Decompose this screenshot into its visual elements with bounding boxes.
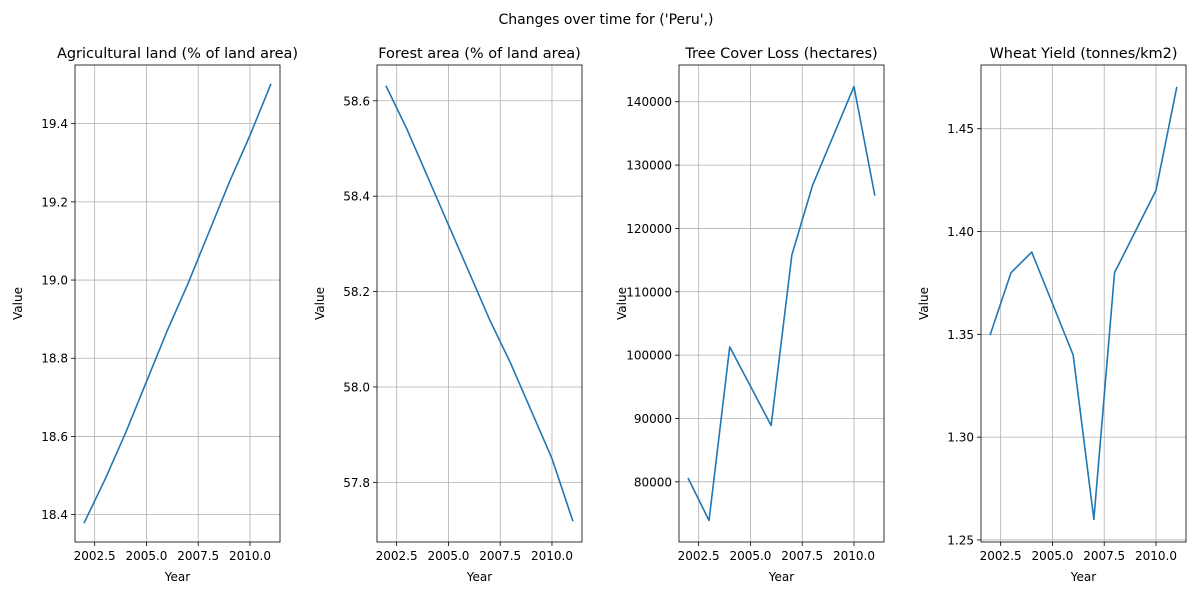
x-axis-label: Year (164, 570, 190, 584)
x-tick-label: 2007.5 (781, 549, 823, 563)
y-tick-label: 19.0 (41, 274, 68, 288)
y-tick-label: 1.40 (947, 225, 974, 239)
y-axis-label: Value (11, 287, 25, 320)
y-tick-label: 1.45 (947, 122, 974, 136)
y-tick-label: 140000 (626, 95, 672, 109)
x-tick-label: 2010.0 (1135, 549, 1177, 563)
x-tick-label: 2002.5 (74, 549, 116, 563)
y-tick-label: 100000 (626, 349, 672, 363)
subplot-title: Tree Cover Loss (hectares) (684, 46, 877, 62)
y-tick-label: 130000 (626, 159, 672, 173)
y-tick-label: 58.4 (343, 190, 370, 204)
y-tick-label: 80000 (634, 475, 672, 489)
y-tick-label: 90000 (634, 412, 672, 426)
y-tick-label: 58.2 (343, 285, 370, 299)
x-tick-label: 2010.0 (229, 549, 271, 563)
y-tick-label: 19.4 (41, 117, 68, 131)
y-tick-label: 19.2 (41, 195, 68, 209)
x-axis-label: Year (768, 570, 794, 584)
x-tick-label: 2010.0 (833, 549, 875, 563)
x-tick-label: 2002.5 (980, 549, 1022, 563)
x-tick-label: 2007.5 (177, 549, 219, 563)
x-axis-label: Year (1070, 570, 1096, 584)
y-tick-label: 1.30 (947, 431, 974, 445)
y-tick-label: 18.4 (41, 508, 68, 522)
y-tick-label: 57.8 (343, 476, 370, 490)
y-tick-label: 58.6 (343, 94, 370, 108)
y-tick-label: 18.8 (41, 352, 68, 366)
y-axis-label: Value (615, 287, 629, 320)
y-axis-label: Value (313, 287, 327, 320)
y-tick-label: 120000 (626, 222, 672, 236)
subplot-title: Wheat Yield (tonnes/km2) (989, 46, 1177, 62)
y-tick-label: 1.35 (947, 328, 974, 342)
x-tick-label: 2005.0 (1031, 549, 1073, 563)
x-tick-label: 2007.5 (479, 549, 521, 563)
x-tick-label: 2005.0 (729, 549, 771, 563)
figure-suptitle: Changes over time for ('Peru',) (498, 12, 713, 28)
x-tick-label: 2002.5 (376, 549, 418, 563)
y-tick-label: 18.6 (41, 430, 68, 444)
x-tick-label: 2010.0 (531, 549, 573, 563)
y-axis-label: Value (917, 287, 931, 320)
x-tick-label: 2002.5 (678, 549, 720, 563)
x-tick-label: 2005.0 (427, 549, 469, 563)
y-tick-label: 1.25 (947, 533, 974, 547)
x-axis-label: Year (466, 570, 492, 584)
subplot-title: Agricultural land (% of land area) (57, 46, 298, 62)
subplot-title: Forest area (% of land area) (378, 46, 581, 62)
y-tick-label: 110000 (626, 285, 672, 299)
y-tick-label: 58.0 (343, 380, 370, 394)
x-tick-label: 2007.5 (1083, 549, 1125, 563)
x-tick-label: 2005.0 (125, 549, 167, 563)
